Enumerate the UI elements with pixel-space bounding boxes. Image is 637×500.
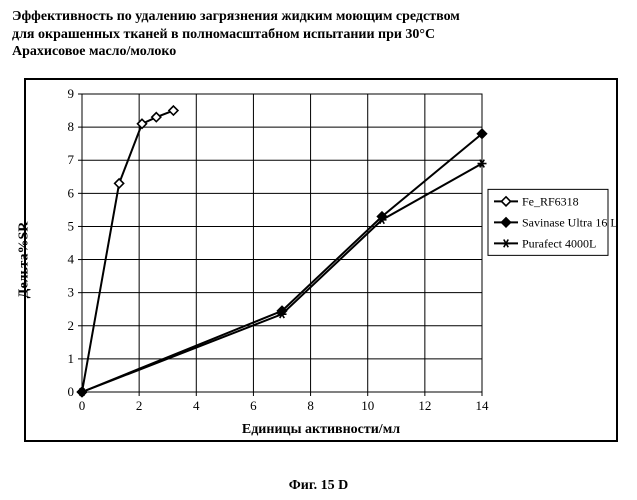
x-axis-label: Единицы активности/мл bbox=[26, 422, 616, 438]
svg-text:Savinase Ultra 16 L: Savinase Ultra 16 L bbox=[522, 215, 616, 229]
svg-text:2: 2 bbox=[68, 318, 75, 333]
chart-title-line1: Эффективность по удалению загрязнения жи… bbox=[12, 8, 612, 26]
chart-inner: 024681012140123456789Fe_RF6318Savinase U… bbox=[26, 80, 616, 440]
chart-frame: 024681012140123456789Fe_RF6318Savinase U… bbox=[24, 78, 618, 442]
figure-caption: Фиг. 15 D bbox=[0, 478, 637, 494]
svg-text:6: 6 bbox=[250, 398, 257, 413]
chart-title-line3: Арахисовое масло/молоко bbox=[12, 43, 612, 61]
svg-text:7: 7 bbox=[68, 152, 75, 167]
chart-title-line2: для окрашенных тканей в полномасштабном … bbox=[12, 26, 612, 44]
svg-text:6: 6 bbox=[68, 185, 75, 200]
svg-text:2: 2 bbox=[136, 398, 143, 413]
svg-text:Fe_RF6318: Fe_RF6318 bbox=[522, 194, 579, 208]
svg-text:4: 4 bbox=[193, 398, 200, 413]
chart-title: Эффективность по удалению загрязнения жи… bbox=[12, 8, 612, 61]
svg-text:10: 10 bbox=[361, 398, 374, 413]
svg-text:8: 8 bbox=[68, 119, 75, 134]
svg-text:4: 4 bbox=[68, 252, 75, 267]
svg-text:5: 5 bbox=[68, 218, 75, 233]
svg-text:9: 9 bbox=[68, 86, 75, 101]
svg-text:12: 12 bbox=[418, 398, 431, 413]
svg-text:1: 1 bbox=[68, 351, 75, 366]
page: { "title": { "line1": "Эффективность по … bbox=[0, 0, 637, 500]
svg-text:3: 3 bbox=[68, 285, 75, 300]
svg-text:8: 8 bbox=[307, 398, 314, 413]
chart-svg: 024681012140123456789Fe_RF6318Savinase U… bbox=[26, 80, 616, 440]
svg-text:0: 0 bbox=[79, 398, 86, 413]
svg-text:0: 0 bbox=[68, 384, 75, 399]
svg-text:14: 14 bbox=[476, 398, 490, 413]
svg-text:Purafect 4000L: Purafect 4000L bbox=[522, 236, 596, 250]
